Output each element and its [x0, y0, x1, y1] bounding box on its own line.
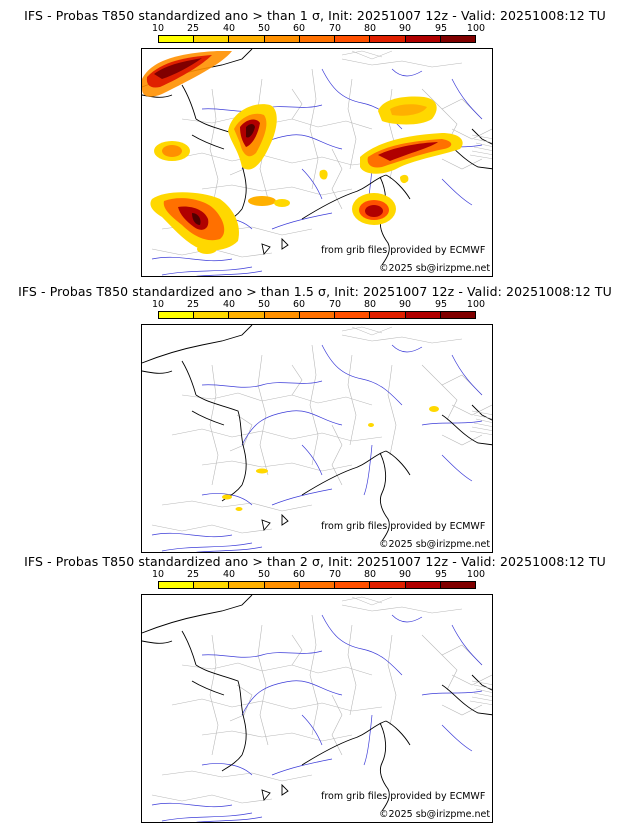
colorbar-swatch — [440, 582, 475, 588]
colorbar-tick: 60 — [292, 569, 306, 580]
panel-title: IFS - Probas T850 standardized ano > tha… — [24, 554, 606, 569]
colorbar-swatch — [229, 582, 265, 588]
colorbar-swatch — [159, 582, 195, 588]
colorbar-tick: 90 — [398, 569, 412, 580]
colorbar-tick: 80 — [363, 23, 377, 34]
colorbar-tick: 50 — [257, 23, 271, 34]
france-map — [142, 49, 492, 276]
map-panel-3: IFS - Probas T850 standardized ano > tha… — [0, 546, 630, 823]
colorbar-tick: 10 — [151, 569, 165, 580]
colorbar-swatch — [194, 312, 230, 318]
colorbar-swatch — [335, 312, 371, 318]
colorbar-swatch — [299, 312, 336, 318]
colorbar-swatch — [194, 582, 230, 588]
colorbar-tick: 40 — [222, 569, 236, 580]
colorbar — [158, 311, 476, 319]
colorbar-swatch — [229, 36, 265, 42]
colorbar-swatch — [299, 36, 336, 42]
colorbar-tick: 80 — [363, 569, 377, 580]
colorbar-tick: 90 — [398, 299, 412, 310]
colorbar-swatch — [370, 36, 406, 42]
colorbar-swatch — [405, 312, 441, 318]
colorbar — [158, 581, 476, 589]
colorbar-swatch — [405, 36, 441, 42]
colorbar-tick: 50 — [257, 569, 271, 580]
map-frame — [141, 594, 493, 823]
colorbar-swatch — [370, 582, 406, 588]
colorbar-tick: 100 — [466, 299, 486, 310]
colorbar-tick: 10 — [151, 23, 165, 34]
colorbar-labels: 10 25 40 50 60 70 80 90 95 100 — [152, 299, 485, 310]
map-panel-2: IFS - Probas T850 standardized ano > tha… — [0, 276, 630, 553]
france-map — [142, 595, 492, 822]
probability-shading — [222, 406, 439, 511]
colorbar-swatch — [440, 36, 475, 42]
colorbar-tick: 70 — [328, 23, 342, 34]
copyright-credit: ©2025 sb@irizpme.net — [379, 263, 491, 274]
copyright-credit: ©2025 sb@irizpme.net — [379, 809, 491, 820]
colorbar-swatch — [440, 312, 475, 318]
colorbar-swatch — [264, 36, 300, 42]
map-frame — [141, 324, 493, 553]
colorbar-tick: 50 — [257, 299, 271, 310]
colorbar-swatch — [264, 582, 300, 588]
colorbar-tick: 70 — [328, 299, 342, 310]
source-credit: from grib files provided by ECMWF — [321, 521, 486, 532]
colorbar-swatch — [159, 312, 195, 318]
colorbar-tick: 10 — [151, 299, 165, 310]
colorbar-swatch — [405, 582, 441, 588]
panel-title: IFS - Probas T850 standardized ano > tha… — [24, 8, 606, 23]
colorbar-swatch — [264, 312, 300, 318]
colorbar-tick: 95 — [434, 299, 448, 310]
colorbar-tick: 95 — [434, 23, 448, 34]
colorbar-tick: 40 — [222, 299, 236, 310]
colorbar-labels: 10 25 40 50 60 70 80 90 95 100 — [152, 23, 485, 34]
colorbar-tick: 40 — [222, 23, 236, 34]
colorbar-tick: 95 — [434, 569, 448, 580]
source-credit: from grib files provided by ECMWF — [321, 791, 486, 802]
colorbar-tick: 90 — [398, 23, 412, 34]
colorbar-tick: 100 — [466, 23, 486, 34]
colorbar-labels: 10 25 40 50 60 70 80 90 95 100 — [152, 569, 485, 580]
copyright-credit: ©2025 sb@irizpme.net — [379, 539, 491, 550]
colorbar-swatch — [299, 582, 336, 588]
france-map — [142, 325, 492, 552]
colorbar-tick: 80 — [363, 299, 377, 310]
colorbar-swatch — [335, 36, 371, 42]
colorbar-swatch — [229, 312, 265, 318]
panel-title: IFS - Probas T850 standardized ano > tha… — [18, 284, 612, 299]
colorbar-tick: 25 — [186, 569, 200, 580]
colorbar-tick: 25 — [186, 299, 200, 310]
colorbar-swatch — [159, 36, 195, 42]
colorbar-swatch — [335, 582, 371, 588]
probability-shading — [142, 51, 463, 254]
colorbar-swatch — [370, 312, 406, 318]
colorbar-tick: 60 — [292, 299, 306, 310]
source-credit: from grib files provided by ECMWF — [321, 245, 486, 256]
colorbar-tick: 25 — [186, 23, 200, 34]
colorbar-tick: 100 — [466, 569, 486, 580]
colorbar — [158, 35, 476, 43]
colorbar-tick: 70 — [328, 569, 342, 580]
map-panel-1: IFS - Probas T850 standardized ano > tha… — [0, 0, 630, 277]
colorbar-swatch — [194, 36, 230, 42]
map-frame — [141, 48, 493, 277]
colorbar-tick: 60 — [292, 23, 306, 34]
